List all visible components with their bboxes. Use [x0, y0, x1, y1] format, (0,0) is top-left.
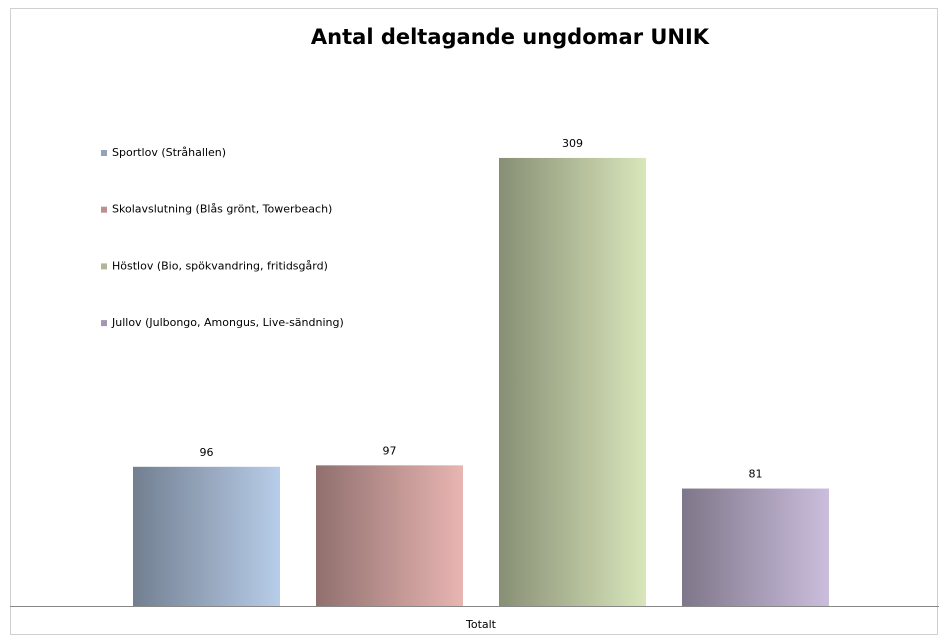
value-label: 96 — [200, 446, 214, 459]
legend-label: Jullov (Julbongo, Amongus, Live-sändning… — [111, 316, 344, 329]
legend-marker — [101, 263, 107, 270]
value-label: 309 — [562, 137, 583, 150]
bar — [499, 157, 646, 606]
chart-title: Antal deltagande ungdomar UNIK — [311, 25, 710, 49]
legend-marker — [101, 150, 107, 156]
bar — [316, 465, 463, 606]
value-label: 97 — [383, 444, 397, 457]
legend-label: Skolavslutning (Blås grönt, Towerbeach) — [112, 203, 332, 216]
legend-marker — [101, 206, 107, 213]
legend-marker — [101, 320, 107, 327]
x-tick-label: Totalt — [465, 618, 497, 631]
bar — [133, 466, 280, 606]
legend-label: Höstlov (Bio, spökvandring, fritidsgård) — [112, 259, 328, 272]
bar — [682, 488, 829, 606]
legend-label: Sportlov (Stråhallen) — [112, 146, 226, 159]
value-label: 81 — [749, 468, 763, 481]
